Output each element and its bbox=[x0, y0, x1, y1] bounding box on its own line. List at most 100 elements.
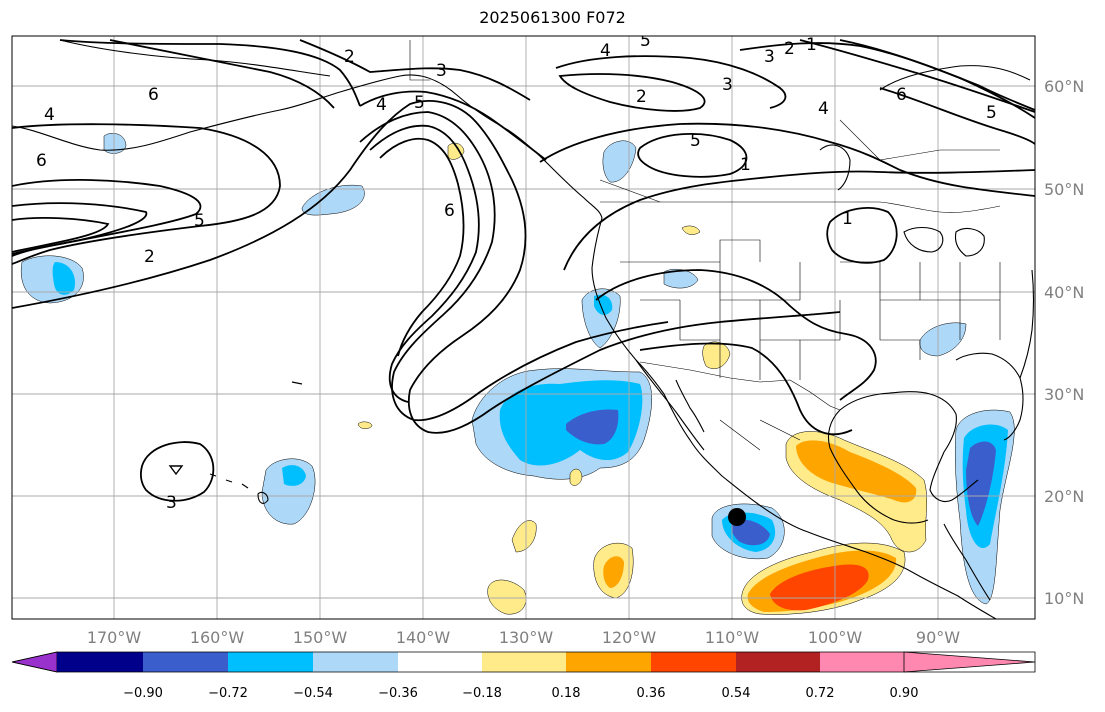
longitude-labels: 170°W 160°W 150°W 140°W 130°W 120°W 110°… bbox=[87, 628, 960, 647]
shade-aleutian bbox=[103, 133, 127, 154]
contour-small-dash bbox=[291, 381, 303, 385]
contour-trough-4 bbox=[379, 137, 465, 357]
lon-label: 110°W bbox=[705, 628, 760, 647]
shade-yellow-small-2 bbox=[511, 520, 537, 553]
lon-label: 140°W bbox=[396, 628, 451, 647]
lat-label: 20°N bbox=[1044, 487, 1084, 506]
contour-label: 5 bbox=[986, 103, 997, 123]
shade-pacific-warm-red bbox=[770, 564, 869, 611]
lon-label: 120°W bbox=[602, 628, 657, 647]
contour-us-1 bbox=[595, 269, 877, 401]
lon-label: 150°W bbox=[293, 628, 348, 647]
colorbar-segment bbox=[143, 652, 228, 672]
colorbar-segment bbox=[651, 652, 736, 672]
contour-ne-6 bbox=[799, 39, 1035, 113]
contour-ne-closed-2 bbox=[558, 73, 706, 112]
contour-ne-4 bbox=[563, 169, 1035, 271]
contour-aleutian-3 bbox=[12, 202, 148, 255]
border-us-canada bbox=[600, 201, 1001, 213]
contour-lines bbox=[12, 39, 1035, 502]
latitude-labels: 60°N 50°N 40°N 30°N 20°N 10°N bbox=[1044, 77, 1084, 608]
contour-label: 4 bbox=[818, 99, 829, 119]
shade-orange-south-1 bbox=[603, 556, 624, 588]
coast-hawaii-big-island bbox=[257, 491, 269, 504]
graticule bbox=[12, 36, 1035, 619]
contour-ne-closed-5 bbox=[637, 132, 748, 178]
contour-us-2 bbox=[639, 342, 853, 436]
coast-atlantic bbox=[1019, 269, 1035, 379]
colorbar-tick-label: −0.54 bbox=[293, 686, 333, 701]
coast-west-north-america bbox=[591, 217, 997, 619]
contour-ne-8 bbox=[879, 87, 1035, 145]
border-us-states bbox=[620, 239, 1001, 380]
colorbar: −0.90 −0.72 −0.54 −0.36 −0.18 0.18 0.36 … bbox=[11, 651, 1036, 701]
contour-label: 3 bbox=[436, 61, 447, 81]
colorbar-segment bbox=[736, 652, 820, 672]
lat-label: 40°N bbox=[1044, 283, 1084, 302]
shade-mexico-dark bbox=[731, 519, 770, 546]
border-alaska-canada bbox=[409, 40, 430, 81]
contour-label: 6 bbox=[896, 85, 907, 105]
colorbar-extend-left bbox=[11, 651, 58, 673]
colorbar-tick-label: 0.36 bbox=[637, 686, 666, 701]
colorbar-tick-label: −0.72 bbox=[208, 686, 248, 701]
colorbar-segment bbox=[228, 652, 313, 672]
shade-subtropical-dark bbox=[566, 409, 619, 445]
colorbar-extend-right bbox=[903, 651, 1036, 673]
lon-label: 90°W bbox=[916, 628, 960, 647]
colorbar-tick-label: −0.18 bbox=[462, 686, 502, 701]
lat-label: 30°N bbox=[1044, 385, 1084, 404]
colorbar-tick-label: −0.36 bbox=[378, 686, 418, 701]
colorbar-tick-label: 0.90 bbox=[890, 686, 919, 701]
contour-aleutian-1 bbox=[12, 123, 281, 265]
lat-label: 50°N bbox=[1044, 180, 1084, 199]
contour-label-group: 2 5 4 3 2 1 3 2 4 5 3 6 5 4 6 2 1 5 6 4 … bbox=[36, 35, 997, 513]
colorbar-tick-label: 0.72 bbox=[806, 686, 835, 701]
contour-label: 4 bbox=[376, 95, 387, 115]
shade-hawaii-blue bbox=[282, 465, 306, 486]
coast-alaska bbox=[12, 74, 603, 219]
contour-north-4 bbox=[359, 90, 547, 161]
contour-label: 5 bbox=[194, 211, 205, 231]
contour-label: 1 bbox=[806, 35, 817, 55]
colorbar-segment bbox=[398, 652, 482, 672]
contour-label: 2 bbox=[144, 247, 155, 267]
lon-label: 160°W bbox=[190, 628, 245, 647]
coast-baja bbox=[635, 359, 705, 451]
shade-yellow-small-4 bbox=[487, 579, 527, 615]
contour-hawaii-inner bbox=[168, 465, 184, 476]
lake-superior bbox=[903, 226, 944, 253]
colorbar-segment bbox=[482, 652, 566, 672]
colorbar-segment bbox=[566, 652, 651, 672]
border-us-mexico bbox=[639, 361, 841, 411]
colorbar-outline bbox=[11, 651, 1036, 673]
colorbar-tick-label: 0.54 bbox=[722, 686, 751, 701]
border-mexico-states bbox=[719, 419, 801, 451]
lat-label: 60°N bbox=[1044, 77, 1084, 96]
lake-huron bbox=[954, 227, 985, 257]
contour-label: 3 bbox=[722, 75, 733, 95]
shade-gulf-orange bbox=[796, 440, 917, 503]
coast-hawaii-2 bbox=[225, 479, 233, 483]
shade-yellow-small-3 bbox=[569, 468, 583, 486]
colorbar-segment bbox=[820, 652, 904, 672]
colorbar-tick-label: 0.18 bbox=[552, 686, 581, 701]
colorbar-segment bbox=[57, 652, 143, 672]
lon-label: 100°W bbox=[808, 628, 863, 647]
contour-trough-3 bbox=[369, 124, 480, 403]
shade-northwest-us bbox=[663, 269, 699, 289]
lat-label: 10°N bbox=[1044, 589, 1084, 608]
coast-hawaii-3 bbox=[241, 483, 249, 489]
shade-yellow-mexico-north bbox=[702, 341, 731, 369]
shade-bc-coast bbox=[602, 140, 637, 183]
contour-closed-1-us bbox=[826, 207, 898, 264]
contour-aleutian-4 bbox=[12, 217, 110, 253]
contour-label: 2 bbox=[784, 39, 795, 59]
contour-label: 3 bbox=[764, 47, 775, 67]
contour-label: 6 bbox=[36, 151, 47, 171]
contour-label: 4 bbox=[44, 105, 55, 125]
contour-ne-1 bbox=[555, 55, 787, 109]
anomaly-shading bbox=[20, 133, 1015, 615]
contour-north-2 bbox=[109, 39, 335, 109]
